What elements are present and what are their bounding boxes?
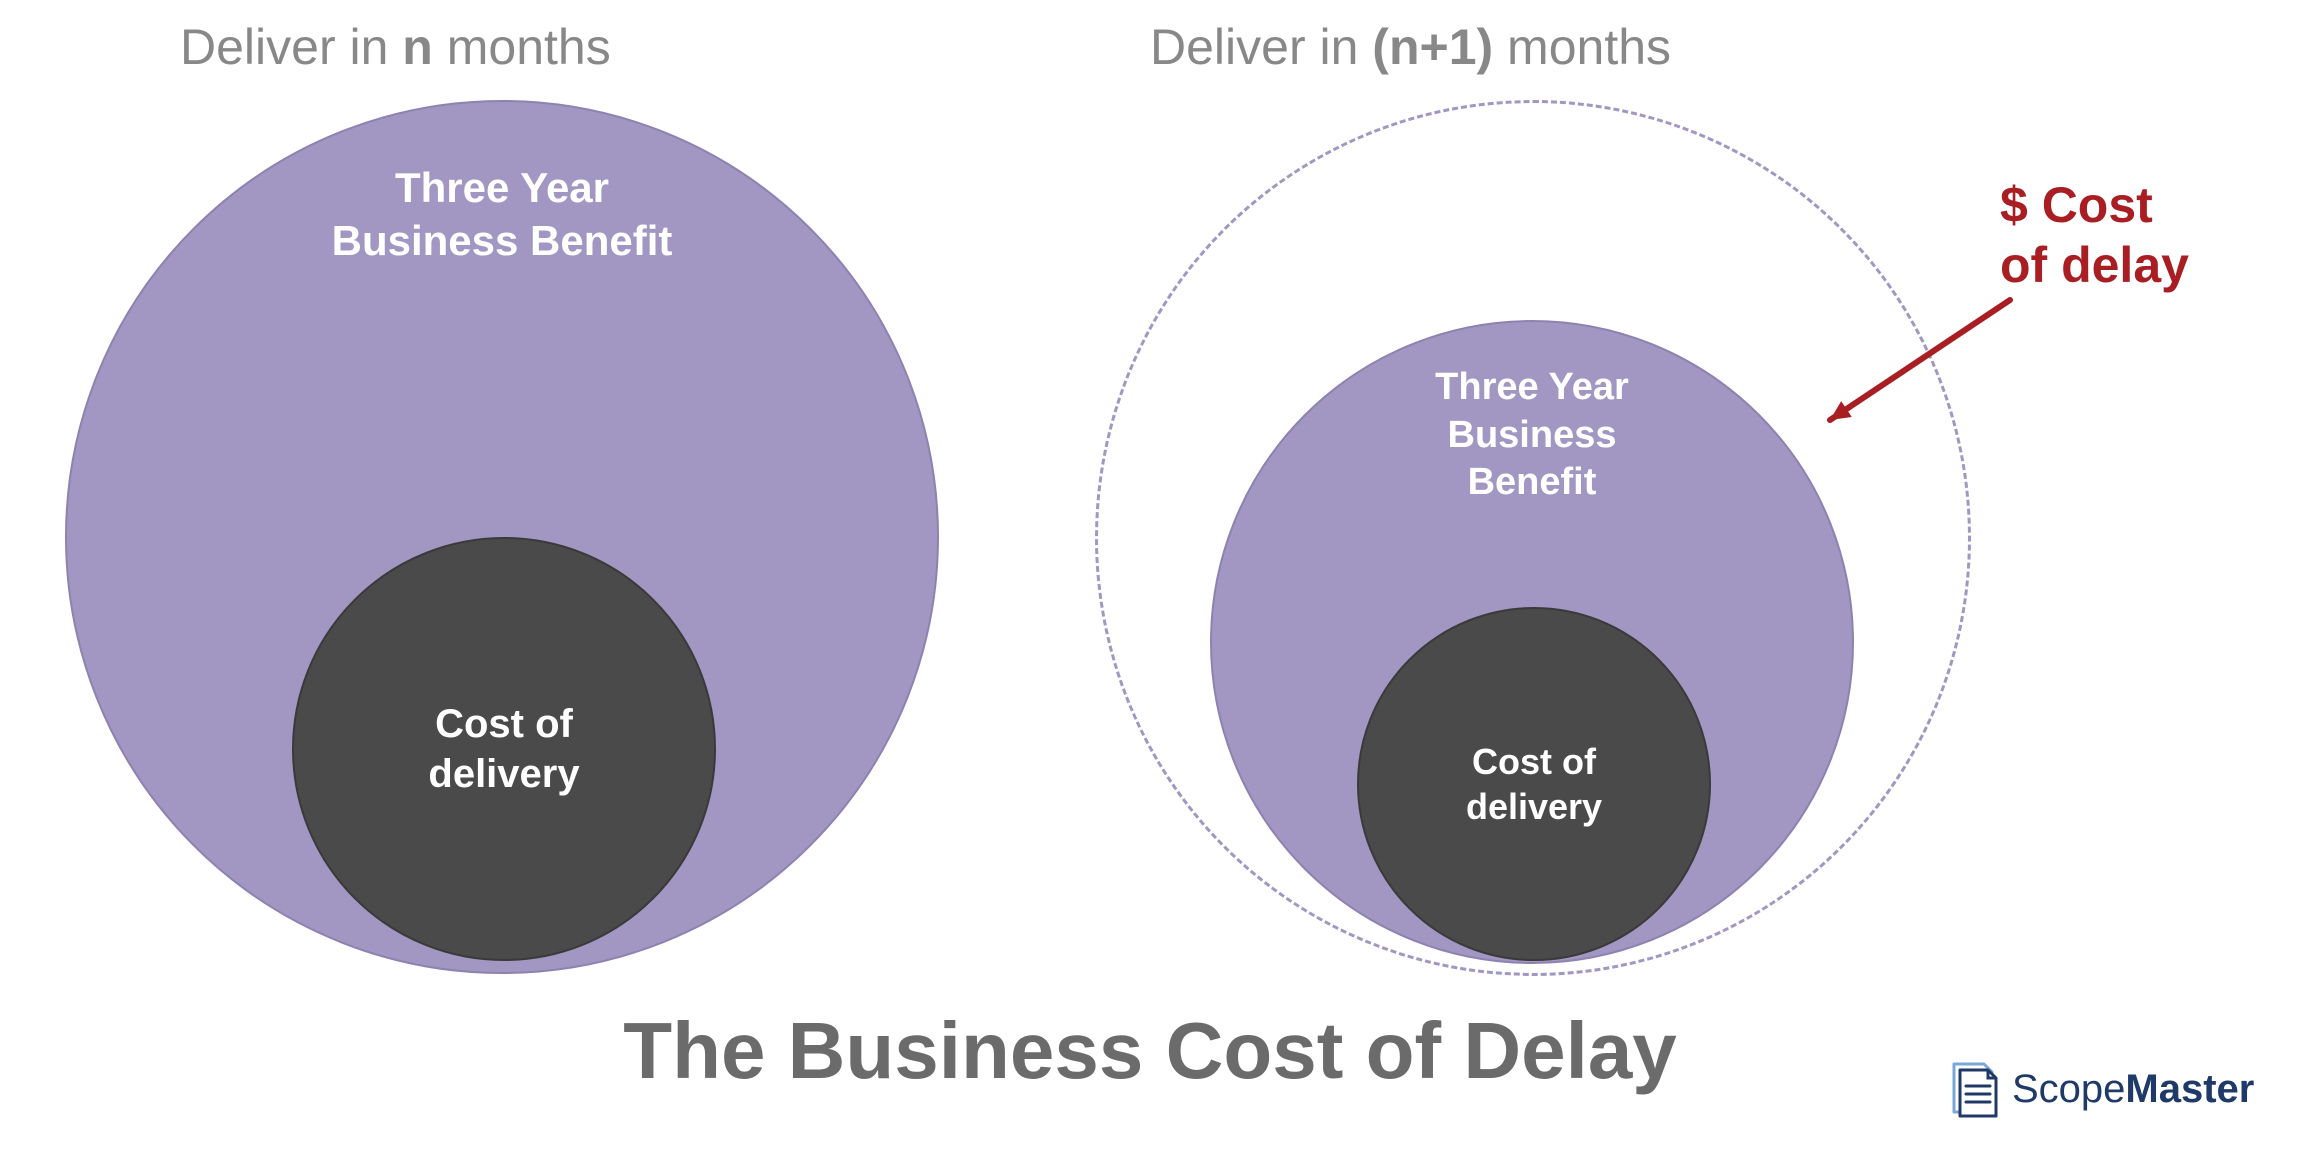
scopemaster-logo-icon [1950, 1060, 2000, 1118]
diagram-stage: Deliver in n months Deliver in (n+1) mon… [0, 0, 2300, 1162]
scopemaster-logo-text: ScopeMaster [2012, 1067, 2254, 1112]
logo-text-bold: Master [2125, 1067, 2254, 1111]
scopemaster-logo: ScopeMaster [1950, 1060, 2254, 1118]
logo-text-normal: Scope [2012, 1067, 2125, 1111]
cost-of-delay-arrow [0, 0, 2300, 1162]
